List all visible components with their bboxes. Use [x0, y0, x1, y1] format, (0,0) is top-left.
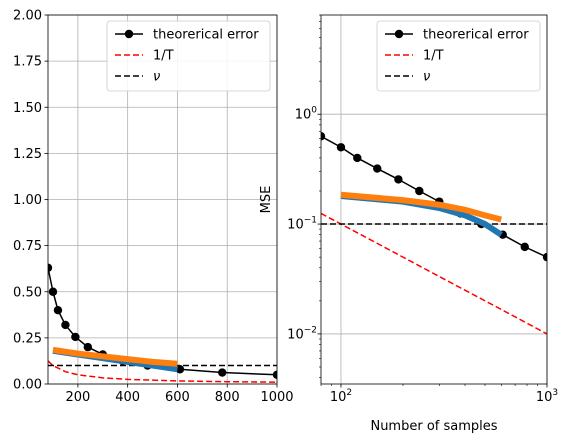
- data-point: [520, 242, 529, 252]
- x-tick-label: 103: [536, 388, 558, 405]
- data-point: [415, 186, 424, 196]
- data-point: [48, 287, 58, 296]
- legend-label: ν: [423, 70, 430, 85]
- legend-box: [106, 20, 271, 92]
- y-axis-label: MSE: [259, 186, 274, 214]
- y-tick-label: 0.50: [13, 285, 42, 300]
- data-point: [61, 320, 70, 330]
- data-point: [218, 368, 227, 377]
- plot-area: [48, 263, 277, 383]
- y-tick-label: 10−1: [287, 216, 317, 233]
- legend-label: theorerical error: [423, 28, 529, 43]
- legend: theorerical error 1/T ν: [106, 20, 271, 92]
- x-tick-label: 400: [115, 390, 140, 405]
- legend-marker: [124, 29, 134, 39]
- data-point: [272, 370, 277, 379]
- series-line-4: [52, 346, 178, 367]
- x-tick-label: 800: [215, 390, 240, 405]
- y-tick-label: 1.25: [13, 147, 42, 162]
- left-plot: 200 400 600 800 1000 0.00 0.25 0.50 0.75 1.00 1.25…: [13, 9, 294, 406]
- y-tick-label: 10−2: [287, 325, 317, 342]
- series-line-1: [321, 212, 547, 335]
- legend-marker: [394, 29, 404, 39]
- legend-label: theorerical error: [153, 28, 259, 43]
- data-point: [353, 153, 362, 163]
- legend-label: 1/T: [423, 49, 444, 64]
- series-line-1: [48, 360, 277, 383]
- axes-frame: [320, 14, 548, 385]
- legend-label: ν: [153, 70, 160, 85]
- legend-label: 1/T: [153, 49, 174, 64]
- y-tick-label: 1.75: [13, 55, 42, 70]
- data-point: [542, 252, 547, 262]
- x-tick-label: 600: [165, 390, 190, 405]
- data-point: [321, 132, 326, 141]
- series-line-4: [340, 191, 503, 223]
- y-tick-label: 1.50: [13, 101, 42, 116]
- series-line-0: [48, 267, 277, 376]
- y-tick-label: 0.00: [13, 378, 42, 393]
- data-point: [336, 143, 346, 152]
- y-tick-label: 0.75: [13, 239, 42, 254]
- data-point: [53, 306, 63, 315]
- legend-box: [376, 20, 541, 92]
- x-tick-label: 200: [65, 390, 90, 405]
- x-tick-label: 102: [330, 388, 352, 405]
- data-point: [373, 164, 382, 173]
- plot-area: [321, 132, 547, 335]
- data-point: [83, 342, 93, 352]
- legend: theorerical error 1/T ν: [376, 20, 541, 92]
- data-point: [71, 332, 80, 342]
- y-tick-label: 2.00: [13, 9, 42, 24]
- x-axis-label: Number of samples: [370, 419, 497, 434]
- right-plot: 102 103 10−2 10−1 100 Number of samples MSE the…: [259, 14, 558, 434]
- data-point: [175, 365, 185, 374]
- data-point: [48, 263, 53, 272]
- y-tick-label: 0.25: [13, 331, 42, 346]
- data-point: [394, 175, 403, 184]
- x-tick-label: 1000: [260, 390, 293, 405]
- y-tick-label: 100: [295, 106, 318, 123]
- y-tick-label: 1.00: [13, 193, 42, 208]
